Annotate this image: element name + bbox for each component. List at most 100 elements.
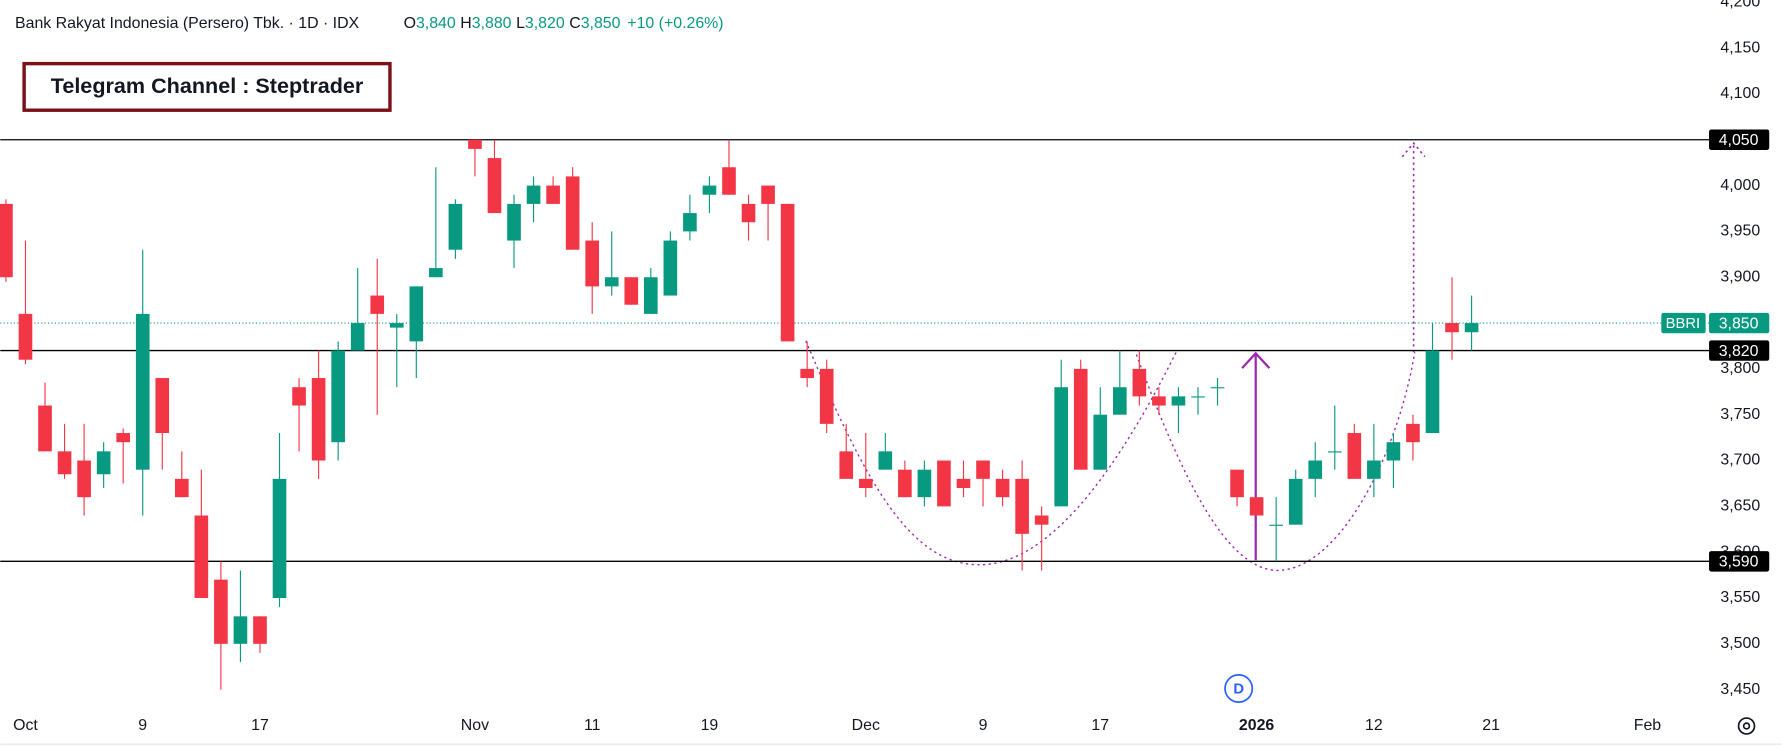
price-tag <box>1709 312 1770 334</box>
candle-body <box>1054 387 1069 507</box>
candle-body <box>116 433 131 443</box>
x-tick-label: Dec <box>852 717 880 734</box>
level-tag-label: 3,590 <box>1719 554 1759 571</box>
y-tick-label: 3,750 <box>1720 406 1760 423</box>
candle-body <box>1464 323 1479 333</box>
y-tick-label: 3,900 <box>1720 268 1760 285</box>
annotation-box <box>22 61 392 112</box>
candle-body <box>448 203 463 250</box>
candle-body <box>722 167 736 195</box>
settings-icon[interactable] <box>1737 717 1756 735</box>
x-tick-label: 12 <box>1365 717 1383 734</box>
x-tick-label: 9 <box>979 717 988 734</box>
candle-body <box>683 213 697 232</box>
candle-body <box>1425 350 1440 434</box>
candle-body <box>96 451 111 475</box>
price-tag-label: 3,850 <box>1719 315 1759 332</box>
candle-body <box>331 350 345 443</box>
candle-body <box>1288 478 1303 525</box>
candle-body <box>839 451 854 479</box>
price-symbol: BBRI <box>1666 316 1700 332</box>
level-tag-label: 3,820 <box>1719 343 1759 360</box>
x-tick-label: Oct <box>13 717 38 734</box>
candle-body <box>77 460 91 498</box>
y-tick-label: 3,650 <box>1720 498 1760 515</box>
candle-body <box>292 387 306 406</box>
price-symbol-tag <box>1661 312 1706 334</box>
x-tick-label: Feb <box>1634 717 1662 734</box>
level-tag-label: 4,050 <box>1719 132 1759 149</box>
cup-arc <box>1135 352 1416 572</box>
candle-body <box>1347 433 1362 479</box>
candle-body <box>1445 323 1459 333</box>
candle-body <box>585 240 600 287</box>
candle-body <box>1132 368 1147 397</box>
candle-body <box>311 378 326 461</box>
candle-body <box>1308 460 1323 479</box>
ohlc-value: 3,820 <box>525 15 565 32</box>
candle-body <box>800 368 814 379</box>
candle-body <box>937 460 951 507</box>
candle-body <box>155 378 170 434</box>
y-tick-label: 3,550 <box>1720 589 1760 606</box>
candle-body <box>1327 451 1342 453</box>
candle-body <box>1015 478 1029 534</box>
candle-body <box>487 158 502 214</box>
candle-body <box>1269 524 1283 526</box>
y-tick-label: 3,450 <box>1720 681 1760 698</box>
cup-arc <box>805 340 1177 566</box>
marker-label[interactable]: D <box>1233 682 1244 698</box>
change: +10 (+0.26%) <box>627 15 723 32</box>
ohlc-key: C <box>569 15 580 32</box>
candle-body <box>1171 396 1186 406</box>
y-tick-label: 3,950 <box>1720 223 1760 240</box>
y-tick-label: 3,500 <box>1720 635 1760 652</box>
ohlc-key: O <box>404 15 416 32</box>
candle-body <box>135 313 150 470</box>
candle-body <box>1249 497 1264 516</box>
candle-body <box>253 616 267 644</box>
candle-body <box>507 203 521 241</box>
y-tick-label: 3,700 <box>1720 452 1760 469</box>
candle-body <box>702 185 717 195</box>
y-tick-label: 4,000 <box>1720 177 1760 194</box>
x-tick-label: 21 <box>1482 717 1500 734</box>
level-tag <box>1709 129 1770 150</box>
candle-body <box>917 469 932 498</box>
candle-body <box>741 203 756 223</box>
candle-body <box>468 139 482 149</box>
annotation: Telegram Channel : Steptrader <box>51 73 364 98</box>
candle-body <box>389 323 404 328</box>
ohlc-legend: O3,840 H3,880 L3,820 C3,850 +10 (+0.26%) <box>404 15 724 32</box>
x-tick-label: 19 <box>701 717 719 734</box>
candle-body <box>18 313 33 360</box>
candle-body <box>761 185 775 204</box>
candle-body <box>526 185 541 204</box>
candle-body <box>546 185 560 204</box>
candle-body <box>643 277 658 314</box>
candle-body <box>194 515 209 598</box>
candle-body <box>624 277 639 305</box>
candle-body <box>1113 387 1127 415</box>
candle-body <box>780 203 795 342</box>
candle-body <box>819 368 834 424</box>
candle-body <box>858 478 873 489</box>
ohlc-value: 3,850 <box>581 15 621 32</box>
target-arrowhead <box>1401 141 1426 158</box>
candle-body <box>1367 460 1381 479</box>
candle-body <box>1073 368 1088 470</box>
candle-body <box>565 176 580 250</box>
candle-body <box>1034 515 1049 525</box>
y-tick-label: 4,200 <box>1720 0 1760 10</box>
candle-body <box>370 295 385 314</box>
candle-body <box>0 203 13 278</box>
ohlc-key: H <box>460 15 471 32</box>
candle-body <box>604 277 619 287</box>
y-tick-label: 3,800 <box>1720 360 1760 377</box>
candle-body <box>995 478 1010 498</box>
candle-body <box>57 451 72 475</box>
dividend-marker[interactable] <box>1224 674 1254 703</box>
candle-body <box>956 478 971 489</box>
candle-body <box>233 616 248 644</box>
